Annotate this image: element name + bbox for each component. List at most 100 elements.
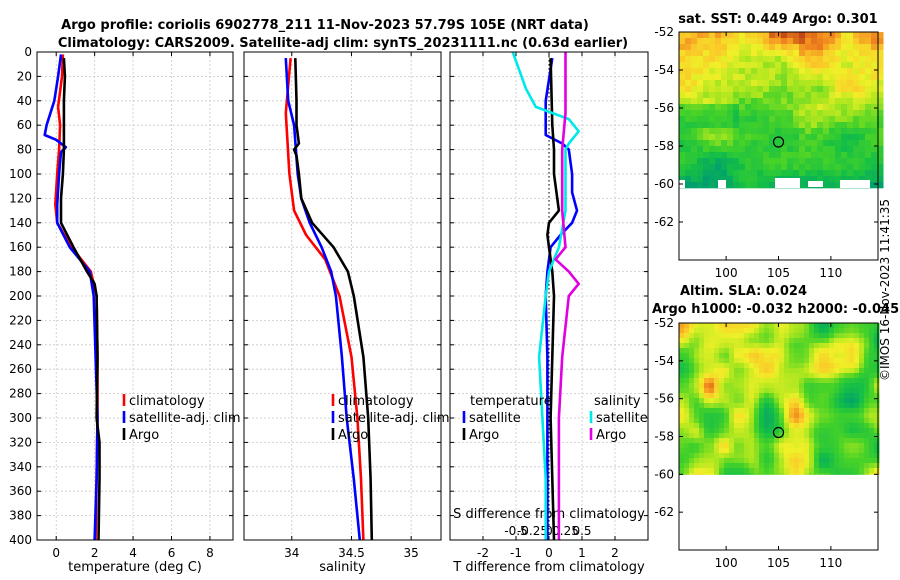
heatmap-cell	[751, 50, 758, 57]
heatmap-cell	[864, 353, 870, 359]
heatmap-cell	[691, 68, 698, 75]
heatmap-cell	[864, 473, 870, 475]
heatmap-cell	[781, 92, 788, 99]
heatmap-cell	[823, 74, 830, 81]
x-tick-label: 6	[168, 546, 176, 560]
heatmap-cell	[847, 86, 854, 93]
heatmap-cell	[854, 453, 860, 459]
heatmap-cell	[869, 373, 875, 379]
heatmap-cell	[829, 32, 836, 39]
heatmap-cell	[865, 74, 872, 81]
heatmap-cell	[744, 343, 750, 349]
heatmap-cell	[694, 458, 700, 464]
heatmap-cell	[729, 373, 735, 379]
heatmap-cell	[864, 333, 870, 339]
heatmap-cell	[824, 373, 830, 379]
heatmap-cell	[849, 418, 855, 424]
heatmap-cell	[877, 50, 884, 57]
heatmap-cell	[779, 398, 785, 404]
heatmap-cell	[719, 373, 725, 379]
heatmap-cell	[721, 104, 728, 111]
heatmap-cell	[781, 44, 788, 51]
heatmap-cell	[841, 98, 848, 105]
heatmap-cell	[709, 92, 716, 99]
heatmap-cell	[699, 358, 705, 364]
heatmap-cell	[775, 56, 782, 63]
heatmap-cell	[685, 152, 692, 159]
heatmap-cell	[829, 418, 835, 424]
heatmap-cell	[754, 408, 760, 414]
heatmap-cell	[819, 423, 825, 429]
heatmap-cell	[794, 428, 800, 434]
x-tick-label: 35	[404, 546, 419, 560]
heatmap-cell	[709, 438, 715, 444]
heatmap-cell	[733, 116, 740, 123]
heatmap-cell	[859, 458, 865, 464]
heatmap-cell	[744, 473, 750, 475]
heatmap-cell	[724, 458, 730, 464]
heatmap-cell	[727, 32, 734, 39]
heatmap-cell	[724, 328, 730, 334]
heatmap-cell	[829, 158, 836, 165]
heatmap-cell	[679, 423, 685, 429]
heatmap-cell	[697, 128, 704, 135]
heatmap-cell	[769, 393, 775, 399]
heatmap-cell	[757, 92, 764, 99]
heatmap-cell	[877, 182, 884, 189]
heatmap-cell	[763, 44, 770, 51]
heatmap-cell	[703, 68, 710, 75]
heatmap-cell	[814, 418, 820, 424]
heatmap-cell	[739, 104, 746, 111]
heatmap-cell	[781, 128, 788, 135]
heatmap-cell	[744, 388, 750, 394]
x-tick-label: 4	[129, 546, 137, 560]
heatmap-cell	[684, 368, 690, 374]
heatmap-cell	[769, 343, 775, 349]
heatmap-cell	[811, 134, 818, 141]
heatmap-cell	[697, 50, 704, 57]
heatmap-cell	[715, 56, 722, 63]
heatmap-cell	[754, 328, 760, 334]
heatmap-cell	[727, 158, 734, 165]
heatmap-cell	[719, 353, 725, 359]
heatmap-cell	[805, 122, 812, 129]
heatmap-cell	[714, 348, 720, 354]
heatmap-cell	[739, 116, 746, 123]
heatmap-cell	[733, 50, 740, 57]
heatmap-cell	[859, 383, 865, 389]
heatmap-cell	[715, 110, 722, 117]
heatmap-cell	[799, 152, 806, 159]
heatmap-cell	[793, 44, 800, 51]
heatmap-cell	[689, 353, 695, 359]
heatmap-cell	[734, 403, 740, 409]
heatmap-cell	[859, 104, 866, 111]
heatmap-cell	[799, 343, 805, 349]
heatmap-cell	[757, 56, 764, 63]
heatmap-cell	[789, 413, 795, 419]
heatmap-cell	[709, 383, 715, 389]
heatmap-cell	[804, 368, 810, 374]
heatmap-cell	[715, 44, 722, 51]
heatmap-cell	[877, 104, 884, 111]
heatmap-cell	[764, 443, 770, 449]
heatmap-cell	[829, 338, 835, 344]
heatmap-cell	[871, 146, 878, 153]
heatmap-cell	[699, 343, 705, 349]
heatmap-cell	[871, 182, 878, 189]
heatmap-cell	[781, 140, 788, 147]
heatmap-cell	[823, 134, 830, 141]
heatmap-cell	[834, 358, 840, 364]
heatmap-cell	[864, 418, 870, 424]
heatmap-cell	[769, 62, 776, 69]
heatmap-cell	[691, 74, 698, 81]
heatmap-cell	[704, 438, 710, 444]
heatmap-cell	[714, 373, 720, 379]
heatmap-cell	[774, 368, 780, 374]
heatmap-cell	[799, 158, 806, 165]
y-tick-label: 240	[9, 338, 32, 352]
x-axis-label: salinity	[319, 560, 366, 575]
heatmap-cell	[715, 80, 722, 87]
heatmap-cell	[729, 403, 735, 409]
heatmap-cell	[781, 152, 788, 159]
heatmap-cell	[759, 388, 765, 394]
